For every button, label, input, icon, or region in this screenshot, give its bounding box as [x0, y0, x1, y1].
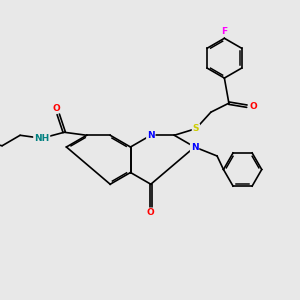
Text: F: F	[221, 27, 227, 36]
Text: O: O	[250, 102, 258, 111]
Text: N: N	[147, 131, 154, 140]
Text: S: S	[193, 124, 199, 133]
Text: N: N	[191, 142, 198, 152]
Text: O: O	[53, 104, 61, 113]
Text: NH: NH	[34, 134, 49, 143]
Text: O: O	[147, 208, 155, 217]
